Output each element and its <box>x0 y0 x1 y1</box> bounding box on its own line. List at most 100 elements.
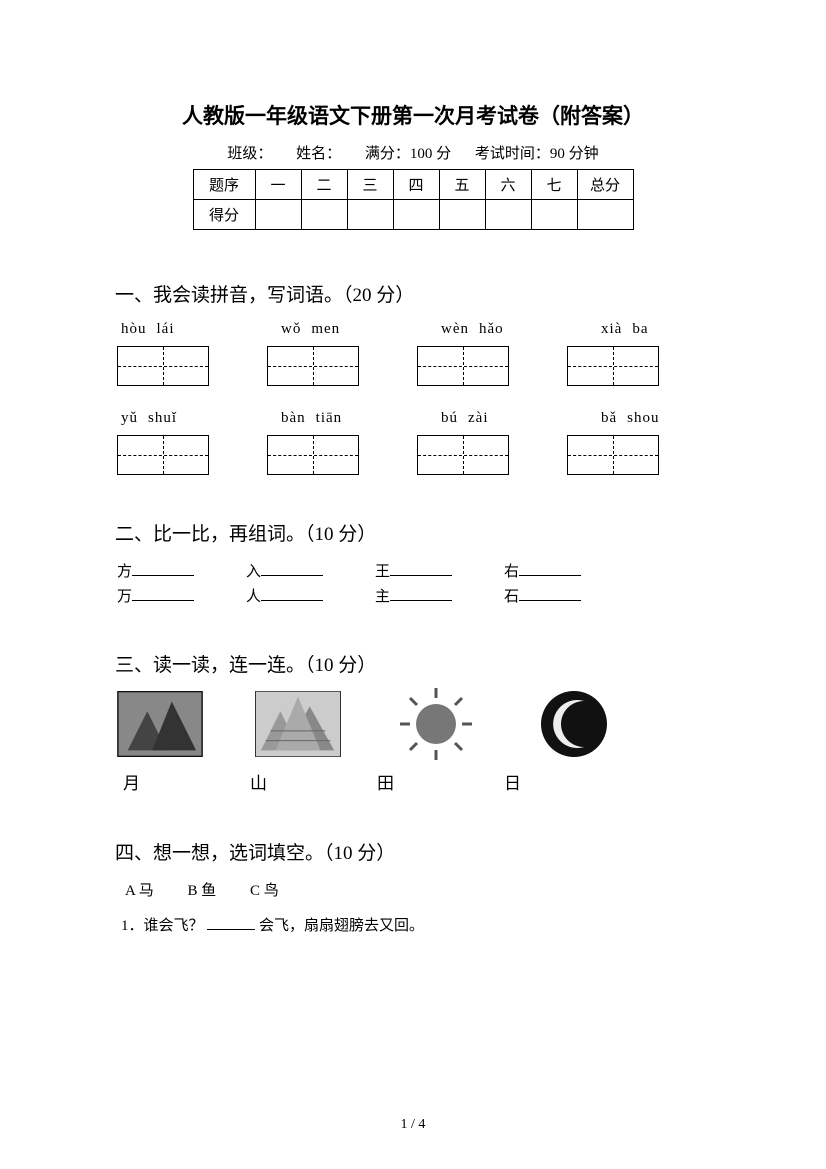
pinyin-syllable: bú <box>441 410 458 426</box>
pinyin-pair: wènhǎo <box>441 321 541 338</box>
section3-heading: 三、读一读，连一连。（10 分） <box>115 650 711 677</box>
score-cell[interactable] <box>531 200 577 230</box>
exam-title: 人教版一年级语文下册第一次月考试卷（附答案） <box>115 100 711 130</box>
pinyin-syllable: wǒ <box>281 321 301 337</box>
write-box[interactable] <box>567 346 659 386</box>
name-label: 姓名： <box>296 146 341 162</box>
match-label: 日 <box>504 769 521 794</box>
row-label: 得分 <box>193 200 255 230</box>
pinyin-syllable: shou <box>627 410 659 426</box>
match-label: 月 <box>123 769 140 794</box>
col-header: 三 <box>347 170 393 200</box>
fill-blank[interactable] <box>132 587 194 601</box>
fill-blank[interactable] <box>519 562 581 576</box>
pinyin-syllable: tiān <box>316 410 343 426</box>
row-label: 题序 <box>193 170 255 200</box>
compare-item: 万 <box>117 585 194 606</box>
table-row: 得分 <box>193 200 633 230</box>
write-box[interactable] <box>417 435 509 475</box>
pinyin-pair: búzài <box>441 410 541 427</box>
fill-blank[interactable] <box>261 587 323 601</box>
section1-heading: 一、我会读拼音，写词语。（20 分） <box>115 280 711 307</box>
write-box-row <box>115 346 711 386</box>
pinyin-pair: yǔshuǐ <box>121 410 221 427</box>
write-box[interactable] <box>117 346 209 386</box>
compare-char: 王 <box>375 564 390 580</box>
section2-heading: 二、比一比，再组词。（10 分） <box>115 519 711 546</box>
compare-char: 石 <box>504 589 519 605</box>
pinyin-syllable: ba <box>632 321 648 337</box>
fullscore-label: 满分：100 分 <box>365 146 451 162</box>
pinyin-syllable: wèn <box>441 321 469 337</box>
exam-header-info: 班级： 姓名： 满分：100 分 考试时间：90 分钟 <box>115 142 711 163</box>
fill-blank[interactable] <box>390 587 452 601</box>
score-cell[interactable] <box>301 200 347 230</box>
write-box[interactable] <box>567 435 659 475</box>
pinyin-pair: xiàba <box>601 321 701 338</box>
compare-item: 方 <box>117 560 194 581</box>
compare-item: 石 <box>504 585 581 606</box>
choice-list: A 马 B 鱼 C 鸟 <box>115 879 711 900</box>
fill-blank[interactable] <box>519 587 581 601</box>
col-header: 六 <box>485 170 531 200</box>
compare-row: 方 入 王 右 <box>115 560 711 581</box>
col-header: 七 <box>531 170 577 200</box>
moon-icon <box>531 691 617 757</box>
pinyin-syllable: hǎo <box>479 321 504 337</box>
score-cell[interactable] <box>255 200 301 230</box>
time-label: 考试时间：90 分钟 <box>475 146 599 162</box>
score-cell[interactable] <box>439 200 485 230</box>
pinyin-pair: hòulái <box>121 321 221 338</box>
pinyin-row: yǔshuǐ bàntiān búzài bǎshou <box>115 410 711 427</box>
compare-item: 入 <box>246 560 323 581</box>
compare-row: 万 人 主 石 <box>115 585 711 606</box>
fill-blank[interactable] <box>390 562 452 576</box>
match-label: 田 <box>377 769 394 794</box>
total-label: 总分 <box>577 170 633 200</box>
pinyin-pair: bàntiān <box>281 410 381 427</box>
pinyin-syllable: yǔ <box>121 410 138 426</box>
pinyin-syllable: men <box>311 321 340 337</box>
pinyin-pair: wǒmen <box>281 321 381 338</box>
section4-heading: 四、想一想，选词填空。（10 分） <box>115 838 711 865</box>
compare-char: 入 <box>246 564 261 580</box>
col-header: 五 <box>439 170 485 200</box>
pinyin-syllable: bǎ <box>601 410 617 426</box>
score-cell[interactable] <box>393 200 439 230</box>
mountain-icon <box>117 691 203 757</box>
score-cell[interactable] <box>485 200 531 230</box>
write-box[interactable] <box>267 346 359 386</box>
compare-char: 右 <box>504 564 519 580</box>
fill-blank[interactable] <box>132 562 194 576</box>
fill-blank[interactable] <box>207 916 255 930</box>
write-box-row <box>115 435 711 475</box>
sun-icon <box>393 691 479 757</box>
write-box[interactable] <box>417 346 509 386</box>
match-label-row: 月 山 田 日 <box>115 769 711 794</box>
compare-char: 主 <box>375 589 390 605</box>
col-header: 一 <box>255 170 301 200</box>
pinyin-syllable: zài <box>468 410 488 426</box>
pinyin-pair: bǎshou <box>601 410 701 427</box>
pinyin-syllable: xià <box>601 321 622 337</box>
compare-char: 人 <box>246 589 261 605</box>
table-row: 题序 一 二 三 四 五 六 七 总分 <box>193 170 633 200</box>
class-label: 班级： <box>227 146 272 162</box>
write-box[interactable] <box>267 435 359 475</box>
pinyin-syllable: shuǐ <box>148 410 177 426</box>
compare-char: 万 <box>117 589 132 605</box>
score-cell[interactable] <box>347 200 393 230</box>
write-box[interactable] <box>117 435 209 475</box>
pinyin-row: hòulái wǒmen wènhǎo xiàba <box>115 321 711 338</box>
match-image-row <box>117 691 711 757</box>
match-label: 山 <box>250 769 267 794</box>
field-icon <box>255 691 341 757</box>
pinyin-syllable: bàn <box>281 410 306 426</box>
fill-blank[interactable] <box>261 562 323 576</box>
col-header: 二 <box>301 170 347 200</box>
question-line: 1．谁会飞？ 会飞，扇扇翅膀去又回。 <box>115 914 711 935</box>
compare-item: 主 <box>375 585 452 606</box>
compare-char: 方 <box>117 564 132 580</box>
score-cell[interactable] <box>577 200 633 230</box>
compare-item: 右 <box>504 560 581 581</box>
